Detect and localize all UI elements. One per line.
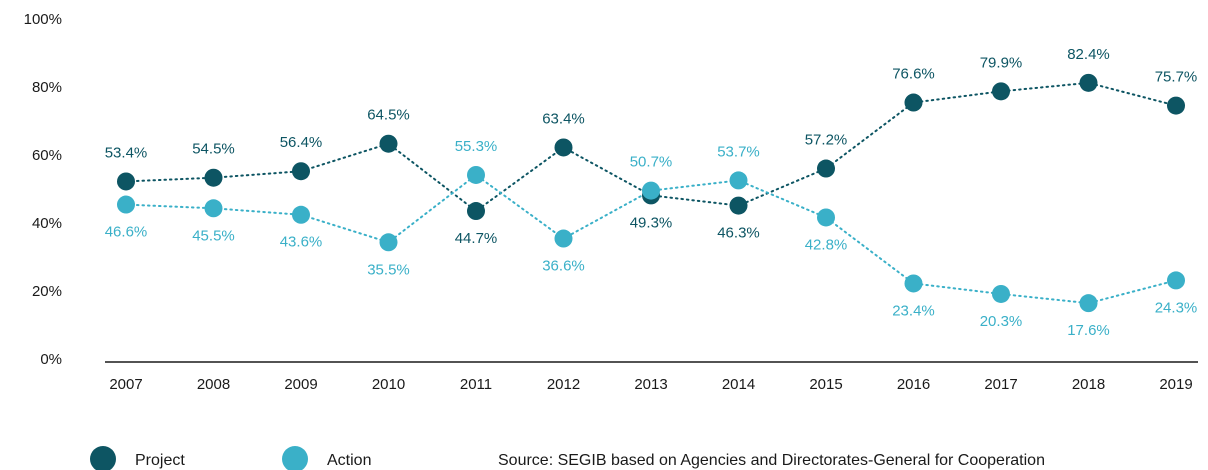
data-label: 45.5% <box>192 227 235 244</box>
point <box>642 181 660 200</box>
point <box>729 171 748 190</box>
y-tick-label: 0% <box>40 351 62 368</box>
x-tick-label: 2008 <box>197 376 230 393</box>
source-note: Source: SEGIB based on Agencies and Dire… <box>498 452 1045 469</box>
data-label: 24.3% <box>1155 299 1198 316</box>
point <box>292 162 310 181</box>
point <box>204 168 223 187</box>
point <box>292 205 310 224</box>
data-label: 63.4% <box>542 110 585 127</box>
data-label: 42.8% <box>805 236 848 253</box>
data-label: 75.7% <box>1155 69 1198 86</box>
data-label: 55.3% <box>455 138 498 155</box>
x-tick-label: 2013 <box>634 376 667 393</box>
y-tick-label: 20% <box>32 283 62 300</box>
x-tick-label: 2018 <box>1072 376 1105 393</box>
legend-label: Project <box>135 452 185 469</box>
point <box>729 196 748 215</box>
data-label: 46.3% <box>717 225 760 242</box>
x-tick-label: 2014 <box>722 376 755 393</box>
data-label: 36.6% <box>542 258 585 275</box>
data-label: 64.5% <box>367 107 410 124</box>
x-tick-label: 2011 <box>460 376 492 393</box>
data-label: 49.3% <box>630 214 673 231</box>
point <box>379 233 398 252</box>
point <box>817 159 835 178</box>
point <box>1079 73 1098 92</box>
x-tick-label: 2017 <box>984 376 1017 393</box>
data-label: 35.5% <box>367 261 410 278</box>
x-tick-label: 2019 <box>1159 376 1192 393</box>
point <box>554 229 573 248</box>
data-label: 56.4% <box>280 134 323 151</box>
point <box>467 165 485 184</box>
data-label: 82.4% <box>1067 46 1110 63</box>
y-tick-label: 100% <box>24 11 62 28</box>
y-tick-label: 40% <box>32 215 62 232</box>
data-label: 23.4% <box>892 302 935 319</box>
data-label: 50.7% <box>630 154 673 171</box>
data-label: 76.6% <box>892 66 935 83</box>
y-tick-label: 80% <box>32 79 62 96</box>
data-label: 46.6% <box>105 224 148 241</box>
point <box>904 274 923 293</box>
y-tick-label: 60% <box>32 147 62 164</box>
x-tick-label: 2016 <box>897 376 930 393</box>
data-label: 43.6% <box>280 234 323 251</box>
data-label: 79.9% <box>980 54 1023 71</box>
point <box>904 93 923 112</box>
point <box>117 195 135 214</box>
point <box>1167 271 1185 290</box>
x-tick-label: 2010 <box>372 376 405 393</box>
data-label: 54.5% <box>192 141 235 158</box>
point <box>554 138 573 157</box>
data-label: 57.2% <box>805 131 848 148</box>
point <box>467 202 485 221</box>
legend-label: Action <box>327 452 371 469</box>
data-label: 17.6% <box>1067 322 1110 339</box>
legend-marker <box>282 446 308 470</box>
point <box>817 208 835 227</box>
point <box>379 134 398 153</box>
data-label: 53.7% <box>717 143 760 160</box>
data-label: 44.7% <box>455 230 498 247</box>
legend-marker <box>90 446 116 470</box>
data-label: 20.3% <box>980 313 1023 330</box>
point <box>204 199 223 218</box>
x-tick-label: 2012 <box>547 376 580 393</box>
point <box>992 82 1010 101</box>
point <box>1079 294 1098 313</box>
x-tick-label: 2015 <box>809 376 842 393</box>
point <box>117 172 135 191</box>
data-label: 53.4% <box>105 144 148 161</box>
point <box>992 284 1010 303</box>
point <box>1167 96 1185 115</box>
x-tick-label: 2007 <box>109 376 142 393</box>
x-tick-label: 2009 <box>284 376 317 393</box>
